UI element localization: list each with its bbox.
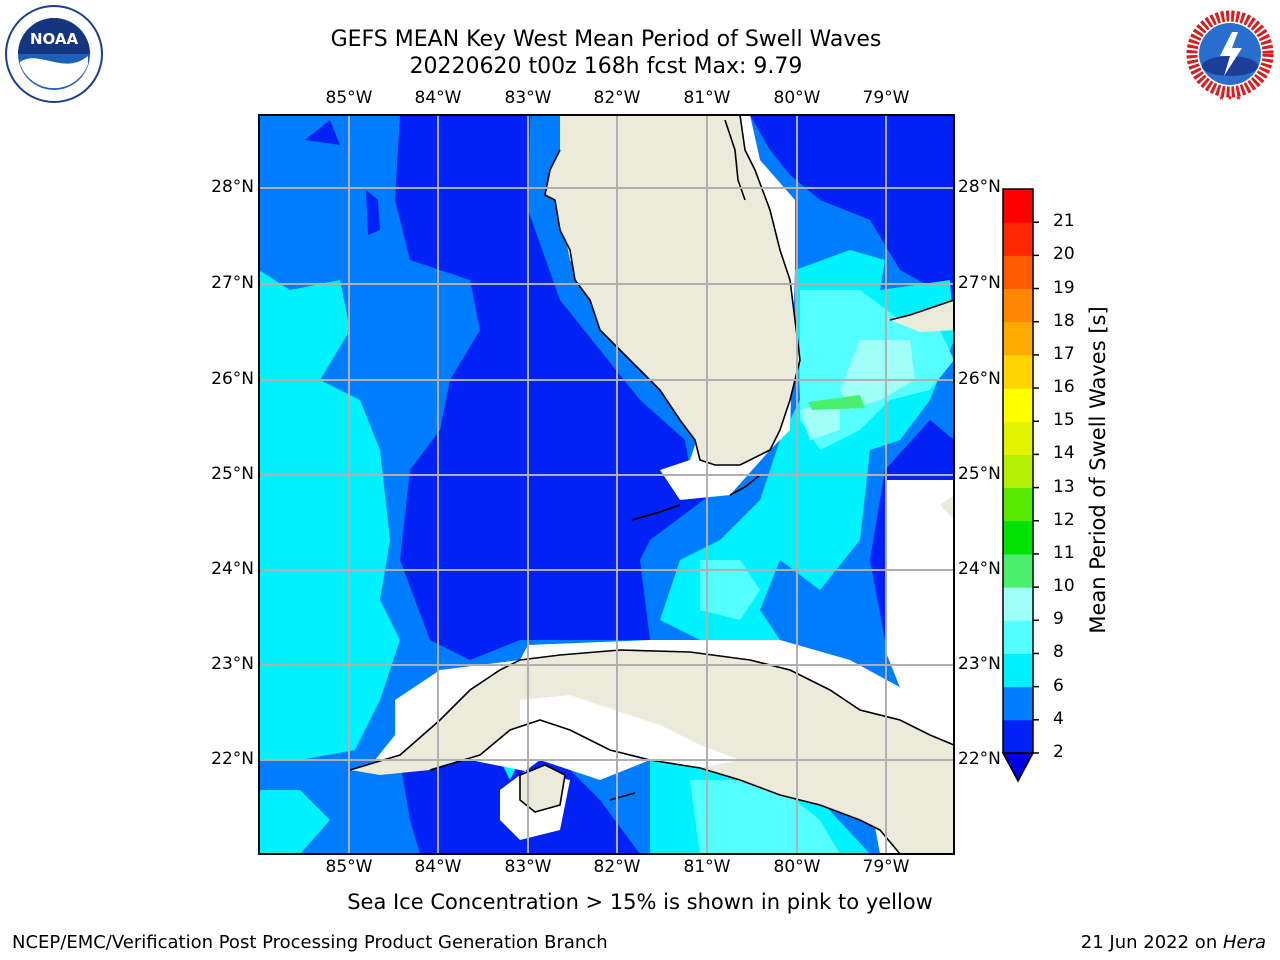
colorbar-segment — [1003, 288, 1033, 323]
lat-label-left: 28°N — [211, 177, 254, 197]
colorbar-tick-label: 17 — [1053, 343, 1075, 364]
footer-credit: NCEP/EMC/Verification Post Processing Pr… — [12, 932, 608, 953]
lon-label-bottom: 83°W — [504, 857, 552, 877]
chart-title: GEFS MEAN Key West Mean Period of Swell … — [330, 27, 882, 52]
colorbar-segment — [1003, 553, 1033, 588]
colorbar-segment — [1003, 587, 1033, 621]
map-frame — [258, 114, 955, 855]
colorbar-segment — [1003, 222, 1033, 256]
noaa-logo: NOAA — [5, 5, 103, 103]
colorbar-segment — [1003, 686, 1033, 721]
colorbar-tick-label: 4 — [1053, 708, 1064, 729]
lat-label-right: 25°N — [958, 464, 1001, 484]
colorbar-segment — [1003, 421, 1033, 455]
colorbar-frame — [1002, 188, 1034, 754]
chart-subtitle: 20220620 t00z 168h fcst Max: 9.79 — [409, 54, 803, 79]
field-2-4s — [305, 115, 710, 660]
colorbar-segment — [1003, 189, 1033, 223]
lat-label-left: 23°N — [211, 654, 254, 674]
colorbar-tick-label: 14 — [1053, 443, 1075, 464]
colorbar-extend-triangle — [1001, 752, 1035, 783]
land-isla-juventud — [520, 765, 565, 812]
colorbar-segment — [1003, 487, 1033, 522]
sea-ice-note: Sea Ice Concentration > 15% is shown in … — [347, 890, 933, 914]
colorbar-segment — [1003, 388, 1033, 422]
colorbar-tick-label: 12 — [1053, 509, 1075, 530]
colorbar — [1001, 188, 1039, 783]
footer-date-text: 21 Jun 2022 on — [1080, 932, 1223, 953]
colorbar-tick-label: 8 — [1053, 642, 1064, 663]
colorbar-tick-label: 20 — [1053, 244, 1075, 265]
graticule — [259, 115, 954, 854]
lon-label-bottom: 85°W — [325, 857, 373, 877]
colorbar-segment — [1003, 653, 1033, 688]
footer-date: 21 Jun 2022 on Hera — [1081, 932, 1266, 953]
colorbar-segment — [1003, 719, 1033, 754]
colorbar-tick-label: 13 — [1053, 476, 1075, 497]
lat-label-left: 26°N — [211, 369, 254, 389]
lon-label-bottom: 84°W — [414, 857, 462, 877]
lon-label-top: 85°W — [325, 88, 373, 108]
noaa-logo-text: NOAA — [30, 30, 79, 48]
lat-label-left: 27°N — [211, 273, 254, 293]
lon-label-top: 79°W — [862, 88, 910, 108]
colorbar-tick-label: 15 — [1053, 410, 1075, 431]
lat-label-right: 28°N — [958, 177, 1001, 197]
lon-label-top: 84°W — [414, 88, 462, 108]
svg-text:★ ★ ★: ★ ★ ★ — [1218, 94, 1241, 102]
lon-label-top: 83°W — [504, 88, 552, 108]
colorbar-tick-label: 10 — [1053, 576, 1075, 597]
footer-host: Hera — [1222, 932, 1266, 953]
colorbar-segment — [1003, 520, 1033, 555]
field-9-10s — [840, 340, 915, 410]
field-6-8s-west — [259, 270, 400, 760]
colorbar-tick-label: 16 — [1053, 377, 1075, 398]
colorbar-tick-label: 19 — [1053, 277, 1075, 298]
colorbar-segment — [1003, 255, 1033, 290]
lon-label-top: 81°W — [683, 88, 731, 108]
colorbar-segment — [1003, 620, 1033, 654]
lat-label-left: 24°N — [211, 559, 254, 579]
lat-label-right: 22°N — [958, 749, 1001, 769]
colorbar-label: Mean Period of Swell Waves [s] — [1086, 306, 1110, 634]
colorbar-segment — [1003, 454, 1033, 489]
lon-label-bottom: 80°W — [773, 857, 821, 877]
colorbar-segment — [1003, 321, 1033, 356]
colorbar-tick-label: 2 — [1053, 742, 1064, 762]
colorbar-tick-label: 21 — [1053, 211, 1075, 232]
lat-label-right: 24°N — [958, 559, 1001, 579]
land-florida — [545, 115, 800, 465]
lat-label-right: 27°N — [958, 273, 1001, 293]
map-plot-area — [259, 115, 954, 854]
lon-label-top: 80°W — [773, 88, 821, 108]
lat-label-right: 23°N — [958, 654, 1001, 674]
lon-label-bottom: 79°W — [862, 857, 910, 877]
nws-logo: ★ ★ ★ — [1182, 6, 1278, 102]
colorbar-tick-label: 6 — [1053, 675, 1064, 696]
lon-label-bottom: 81°W — [683, 857, 731, 877]
lat-label-left: 22°N — [211, 749, 254, 769]
lon-label-top: 82°W — [593, 88, 641, 108]
colorbar-tick-label: 9 — [1053, 609, 1064, 630]
field-10-11s — [808, 395, 865, 410]
lat-label-right: 26°N — [958, 369, 1001, 389]
lon-label-bottom: 82°W — [593, 857, 641, 877]
colorbar-tick-label: 11 — [1053, 542, 1075, 563]
colorbar-tick-label: 18 — [1053, 310, 1075, 331]
lat-label-left: 25°N — [211, 464, 254, 484]
colorbar-segment — [1003, 354, 1033, 389]
land-bahamas — [890, 300, 954, 332]
